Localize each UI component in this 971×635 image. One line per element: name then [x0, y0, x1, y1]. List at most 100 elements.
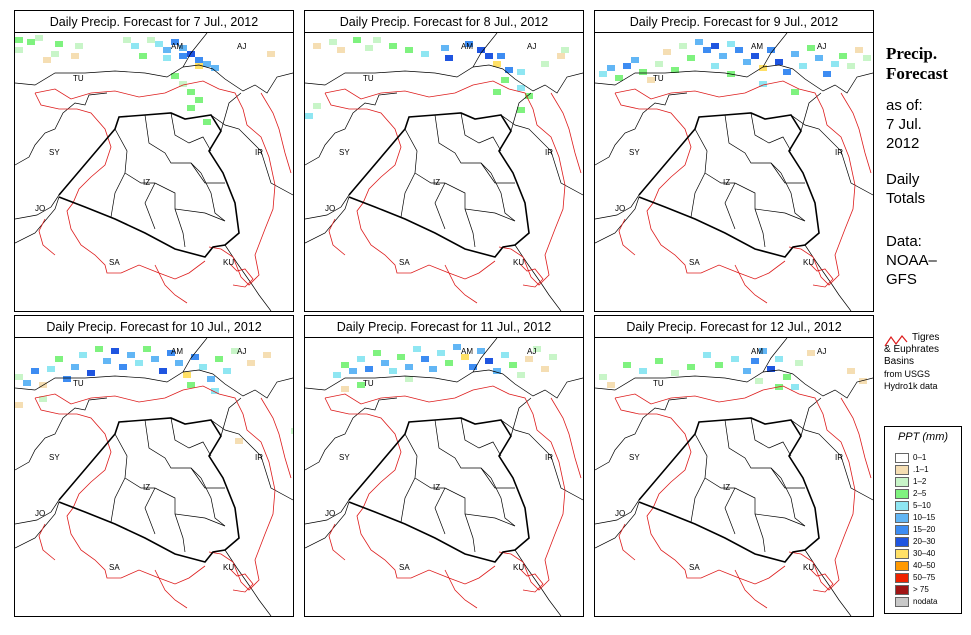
precip-grid — [599, 348, 867, 390]
precip-cell — [365, 45, 373, 51]
basin-boundary — [328, 218, 346, 256]
precip-map: AM AJ TU SY IR JO SA KU IZ — [14, 337, 294, 617]
precip-cell — [421, 51, 429, 57]
precip-cell — [187, 89, 195, 95]
country-border — [502, 373, 583, 399]
country-border — [595, 369, 794, 391]
ppt-legend-label: 2–5 — [913, 489, 927, 498]
precip-cell — [337, 47, 345, 53]
precip-cell — [95, 346, 103, 352]
country-border — [804, 549, 852, 616]
precip-map: AM AJ TU SY IR JO SA KU IZ — [594, 32, 874, 312]
country-border — [174, 208, 186, 248]
country-border — [780, 172, 806, 222]
country-label: IR — [835, 453, 843, 462]
precip-cell — [815, 55, 823, 61]
precip-cell — [847, 63, 855, 69]
precip-cell — [501, 77, 509, 83]
country-border — [460, 112, 502, 152]
precip-cell — [715, 362, 723, 368]
country-border — [490, 477, 516, 527]
precip-cell — [525, 356, 533, 362]
precip-cell — [183, 372, 191, 378]
ppt-legend-swatch — [895, 465, 909, 475]
precip-cell — [477, 47, 485, 53]
precip-cell — [71, 364, 79, 370]
precip-cell — [847, 368, 855, 374]
country-border — [434, 419, 492, 479]
country-label: AJ — [237, 42, 246, 51]
precip-cell — [807, 350, 815, 356]
precip-cell — [549, 354, 557, 360]
precip-cell — [655, 358, 663, 364]
ppt-legend-swatch — [895, 501, 909, 511]
country-border — [224, 549, 272, 616]
precip-cell — [397, 354, 405, 360]
country-label: SA — [109, 563, 120, 572]
country-border — [404, 128, 516, 222]
precip-map: AM AJ TU SY IR JO SA KU IZ — [304, 337, 584, 617]
precip-cell — [291, 428, 293, 434]
panel-title: Daily Precip. Forecast for 11 Jul., 2012 — [304, 315, 584, 339]
basin-boundary — [840, 397, 872, 479]
basin-boundary — [34, 80, 276, 286]
precip-cell — [599, 71, 607, 77]
country-border — [690, 172, 706, 218]
precip-cell — [509, 362, 517, 368]
country-border — [305, 397, 398, 471]
precip-cell — [639, 368, 647, 374]
precip-cell — [671, 67, 679, 73]
forecast-panel-2: Daily Precip. Forecast for 8 Jul., 2012 … — [304, 10, 584, 312]
precip-cell — [775, 356, 783, 362]
country-border — [750, 417, 792, 457]
country-border — [114, 433, 226, 527]
country-label: AM — [461, 42, 473, 51]
precip-cell — [831, 61, 839, 67]
precip-cell — [167, 350, 175, 356]
precip-cell — [313, 103, 321, 109]
country-border — [502, 68, 583, 94]
country-border — [792, 68, 873, 94]
country-label: AM — [461, 347, 473, 356]
precip-cell — [679, 43, 687, 49]
country-label: SA — [689, 258, 700, 267]
basin-boundary — [38, 523, 56, 561]
map-canvas: AM AJ TU SY IR JO SA KU IZ — [595, 338, 873, 616]
precip-cell — [15, 374, 23, 380]
precip-cell — [357, 382, 365, 388]
precip-cell — [195, 97, 203, 103]
basin-boundary — [38, 218, 56, 256]
precip-cell — [615, 75, 623, 81]
precip-cell — [63, 376, 71, 382]
side-title-line1: Precip. — [886, 44, 938, 63]
precip-cell — [711, 63, 719, 69]
country-border — [514, 549, 562, 616]
country-border — [305, 64, 504, 86]
ppt-legend-swatch — [895, 561, 909, 571]
precip-cell — [389, 43, 397, 49]
precip-cell — [171, 39, 179, 45]
precip-cell — [839, 53, 847, 59]
asof-date-line1: 7 Jul. — [886, 116, 922, 133]
precip-cell — [655, 61, 663, 67]
basin-legend: Tigres & Euphrates Basins from USGS Hydr… — [884, 332, 964, 392]
precip-cell — [703, 352, 711, 358]
precip-cell — [485, 358, 493, 364]
precip-cell — [465, 41, 473, 47]
precip-cell — [31, 368, 39, 374]
country-border — [514, 244, 562, 311]
precip-cell — [123, 37, 131, 43]
country-border — [460, 417, 502, 457]
precip-cell — [87, 370, 95, 376]
country-label: IR — [835, 148, 843, 157]
country-label: TU — [73, 74, 84, 83]
map-canvas: AM AJ TU SY IR JO SA KU IZ — [305, 33, 583, 311]
precip-cell — [561, 47, 569, 53]
precip-cell — [131, 43, 139, 49]
precip-cell — [195, 57, 203, 63]
precip-cell — [43, 57, 51, 63]
precip-cell — [783, 69, 791, 75]
country-border — [595, 397, 688, 471]
precip-cell — [187, 51, 195, 57]
country-border — [792, 373, 873, 399]
